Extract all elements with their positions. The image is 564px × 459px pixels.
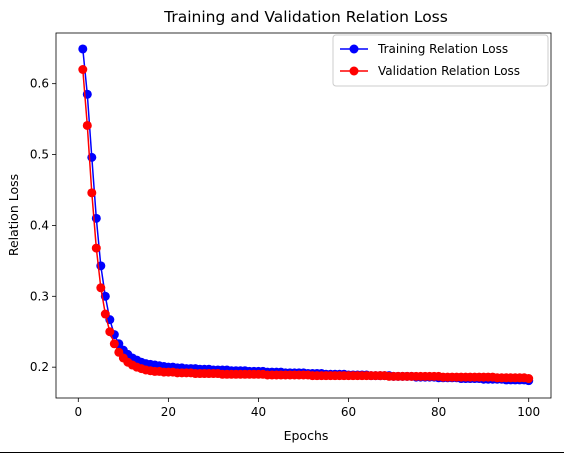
x-tick-label: 60: [341, 405, 356, 419]
bottom-divider: [0, 452, 564, 453]
y-tick-label: 0.6: [30, 77, 49, 91]
data-point: [91, 243, 101, 253]
data-point: [78, 65, 88, 74]
legend-box: [332, 34, 549, 87]
legend: Training Relation Loss Validation Relati…: [332, 34, 549, 87]
x-axis: 0 20 40 60 80 100: [74, 398, 540, 419]
x-tick-label: 80: [431, 405, 446, 419]
data-point: [109, 339, 119, 349]
series-validation: [78, 65, 534, 384]
plot-frame: [55, 32, 552, 399]
legend-label-training: Training Relation Loss: [377, 42, 508, 56]
x-tick-label: 0: [74, 405, 82, 419]
series-layer: [78, 44, 534, 386]
y-tick-label: 0.4: [30, 218, 49, 232]
data-point: [78, 44, 88, 54]
y-tick-label: 0.3: [30, 289, 49, 303]
legend-marker-training: [349, 44, 359, 54]
x-axis-label: Epochs: [284, 428, 329, 443]
x-tick-label: 20: [161, 405, 176, 419]
data-point: [105, 327, 115, 337]
data-point: [87, 188, 97, 198]
plot-area: [55, 32, 552, 399]
data-point: [82, 120, 92, 130]
y-tick-label: 0.2: [30, 360, 49, 374]
y-axis-label: Relation Loss: [6, 174, 21, 256]
chart-title: Training and Validation Relation Loss: [163, 8, 448, 26]
data-point: [96, 283, 106, 293]
legend-label-validation: Validation Relation Loss: [378, 64, 520, 78]
x-tick-label: 40: [251, 405, 266, 419]
x-tick-label: 100: [517, 405, 540, 419]
data-point: [100, 309, 110, 319]
data-point: [524, 374, 534, 384]
legend-marker-validation: [349, 66, 359, 76]
y-axis: 0.2 0.3 0.4 0.5 0.6: [30, 77, 56, 374]
y-tick-label: 0.5: [30, 148, 49, 162]
